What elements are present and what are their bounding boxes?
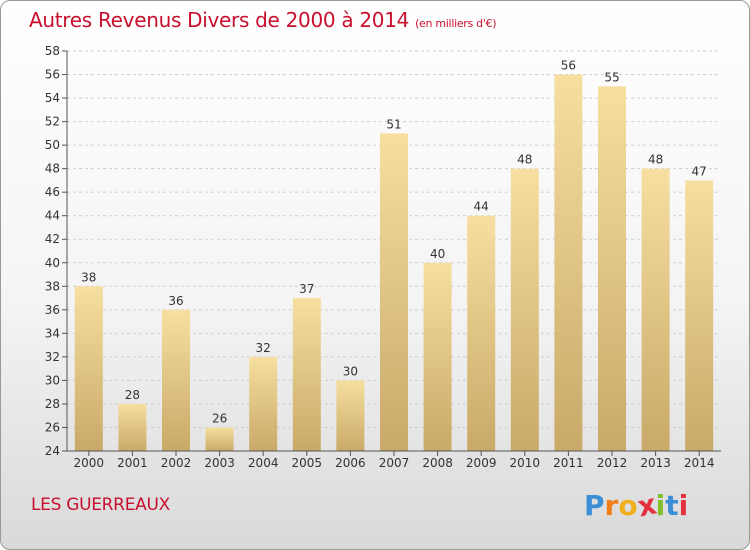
bar-2009 (467, 215, 496, 451)
x-tick-label: 2000 (74, 456, 105, 470)
data-label: 48 (648, 153, 663, 167)
data-label: 51 (386, 117, 401, 131)
y-tick-label: 44 (45, 209, 60, 223)
bar-2008 (423, 262, 452, 451)
y-tick-label: 28 (45, 397, 60, 411)
chart-title-text: Autres Revenus Divers de 2000 à 2014 (29, 8, 410, 32)
y-tick-label: 36 (45, 303, 60, 317)
bar-2011 (554, 74, 583, 451)
bar-2007 (380, 133, 408, 451)
axes (62, 50, 721, 456)
x-tick-label: 2006 (335, 456, 366, 470)
x-tick-label: 2001 (117, 456, 148, 470)
logo-letter: t (665, 489, 679, 522)
bar-2003 (205, 427, 234, 451)
x-tick-label: 2008 (422, 456, 453, 470)
bar-2000 (74, 286, 103, 451)
data-label: 44 (474, 200, 489, 214)
bar-2002 (162, 309, 190, 451)
x-tick-label: 2009 (466, 456, 497, 470)
y-tick-label: 26 (45, 420, 60, 434)
labels: 24 26 28 30 32 34 36 38 40 42 44 46 48 50 52 54 56 58 38 20… (45, 44, 715, 470)
bar-2013 (641, 168, 670, 451)
data-label: 55 (604, 70, 619, 84)
x-tick-label: 2007 (379, 456, 410, 470)
y-tick-label: 34 (45, 326, 60, 340)
x-tick-label: 2014 (684, 456, 715, 470)
data-label: 26 (212, 411, 227, 425)
bar-2004 (249, 356, 278, 451)
y-tick-label: 46 (45, 185, 60, 199)
x-tick-label: 2011 (553, 456, 584, 470)
y-tick-label: 52 (45, 115, 60, 129)
data-label: 37 (299, 282, 314, 296)
y-tick-label: 24 (45, 444, 60, 458)
y-tick-label: 56 (45, 68, 60, 82)
y-tick-label: 42 (45, 232, 60, 246)
data-label: 48 (517, 153, 532, 167)
x-tick-label: 2005 (292, 456, 323, 470)
proxiti-logo: Proxiti (584, 487, 689, 523)
y-tick-label: 32 (45, 350, 60, 364)
bar-2010 (510, 168, 539, 451)
bars (74, 74, 714, 452)
x-tick-label: 2003 (204, 456, 235, 470)
x-tick-label: 2010 (510, 456, 541, 470)
x-tick-label: 2013 (640, 456, 671, 470)
chart-subtitle: (en milliers d'€) (415, 17, 497, 30)
logo-letter: i (655, 489, 666, 522)
x-tick-label: 2012 (597, 456, 628, 470)
logo-letter: P (584, 489, 605, 522)
x-tick-label: 2004 (248, 456, 279, 470)
y-tick-label: 48 (45, 162, 60, 176)
data-label: 38 (81, 270, 96, 284)
y-tick-label: 58 (45, 44, 60, 58)
y-tick-label: 54 (45, 91, 60, 105)
y-tick-label: 38 (45, 279, 60, 293)
bar-2005 (292, 298, 321, 451)
logo-letter: r (604, 489, 619, 522)
data-label: 36 (168, 294, 183, 308)
bar-2001 (118, 403, 147, 451)
x-tick-label: 2002 (161, 456, 192, 470)
logo-letter: i (678, 489, 689, 522)
commune-name: LES GUERREAUX (31, 495, 170, 515)
data-label: 40 (430, 247, 445, 261)
y-tick-label: 40 (45, 256, 60, 270)
data-label: 28 (125, 388, 140, 402)
chart-title: Autres Revenus Divers de 2000 à 2014 (en … (29, 8, 497, 32)
data-label: 32 (256, 341, 271, 355)
bar-2012 (598, 86, 626, 451)
y-tick-label: 50 (45, 138, 60, 152)
bar-2014 (685, 180, 714, 452)
data-label: 47 (692, 164, 707, 178)
y-tick-label: 30 (45, 373, 60, 387)
data-label: 56 (561, 59, 576, 73)
bar-2006 (336, 380, 365, 451)
data-label: 30 (343, 364, 358, 378)
logo-letter: o (618, 489, 638, 522)
